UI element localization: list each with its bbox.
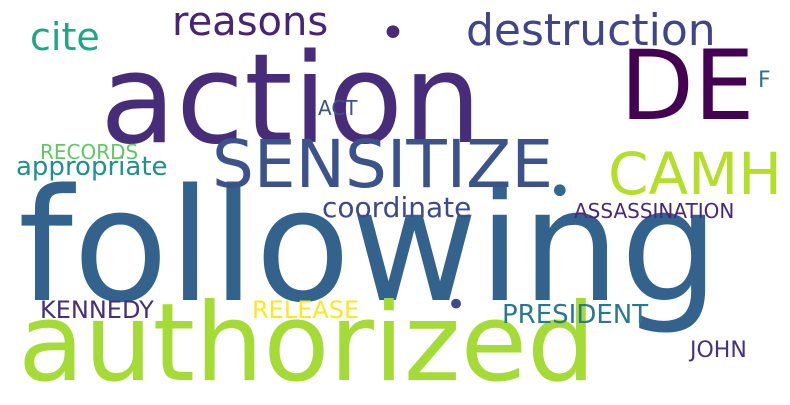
word-appropriate: appropriate	[16, 152, 168, 182]
word-act: ACT	[318, 96, 358, 120]
word-coordinate: coordinate	[322, 191, 472, 224]
word-camh: CAMH	[608, 140, 782, 208]
word-sensitize: SENSITIZE	[212, 126, 554, 203]
word-de: DE	[620, 30, 755, 142]
word-cite: cite	[30, 15, 100, 59]
word-john: JOHN	[690, 338, 747, 363]
word-president: PRESIDENT	[502, 300, 649, 330]
word-kennedy: KENNEDY	[40, 296, 154, 324]
word-reasons: reasons	[172, 0, 329, 45]
word-dot: •	[548, 169, 572, 215]
word-records: RECORDS	[40, 140, 139, 164]
word-dot: •	[446, 285, 467, 325]
word-following: following	[18, 155, 720, 337]
word-dot: •	[380, 8, 406, 59]
word-release: RELEASE	[252, 296, 360, 324]
word-destruction: destruction	[466, 5, 716, 56]
word-assassination: ASSASSINATION	[574, 199, 735, 223]
word-f: F	[758, 68, 771, 93]
word-action: action	[100, 28, 482, 172]
word-authorized: authorized	[18, 281, 596, 405]
